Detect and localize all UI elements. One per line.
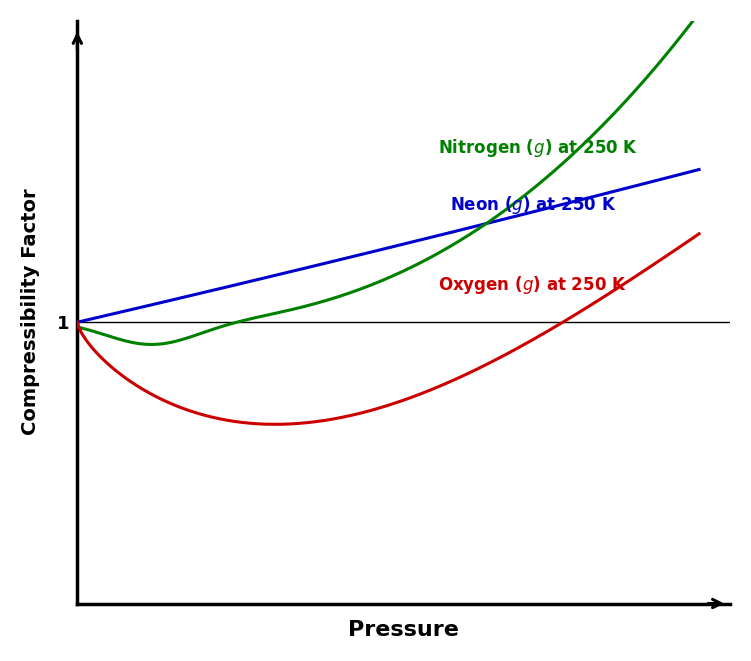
Text: Neon ($g$) at 250 K: Neon ($g$) at 250 K [451, 194, 617, 215]
Text: Nitrogen ($g$) at 250 K: Nitrogen ($g$) at 250 K [438, 137, 638, 159]
Text: Oxygen ($g$) at 250 K: Oxygen ($g$) at 250 K [438, 274, 627, 296]
X-axis label: Pressure: Pressure [348, 620, 459, 640]
Y-axis label: Compressibility Factor: Compressibility Factor [21, 189, 40, 436]
